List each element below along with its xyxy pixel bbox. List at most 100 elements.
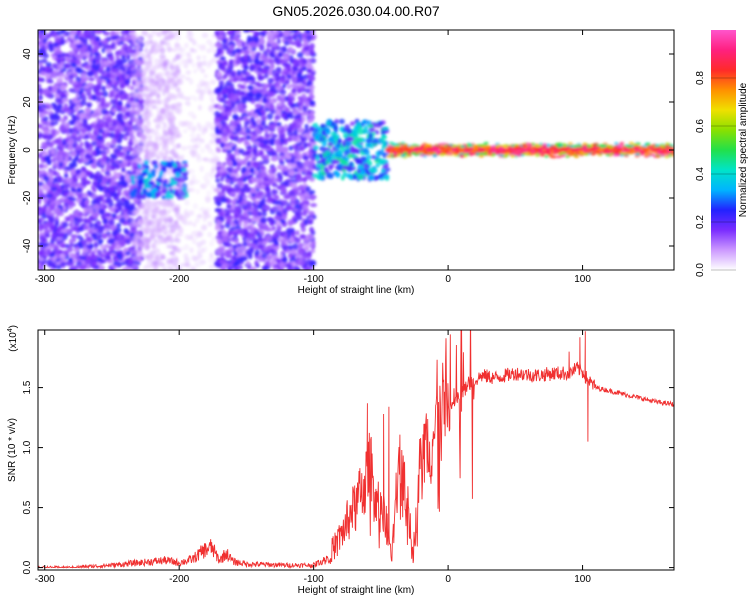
heatmap-cell <box>130 175 136 180</box>
heatmap-cell <box>190 128 195 134</box>
heatmap-cell <box>190 151 196 158</box>
heatmap-cell <box>275 204 282 211</box>
heatmap-cell <box>173 103 178 109</box>
heatmap-cell <box>222 38 228 44</box>
heatmap-cell <box>117 113 123 118</box>
heatmap-cell <box>297 88 302 94</box>
heatmap-cell <box>141 40 146 46</box>
heatmap-cell <box>293 110 299 116</box>
heatmap-cell <box>131 149 136 155</box>
heatmap-cell <box>60 184 65 190</box>
heatmap-cell <box>126 150 131 156</box>
heatmap-cell <box>84 30 89 36</box>
heatmap-cell <box>160 160 168 166</box>
heatmap-cell <box>142 60 149 66</box>
heatmap-cell <box>200 89 207 95</box>
heatmap-cell <box>202 157 209 162</box>
heatmap-cell <box>259 35 264 42</box>
heatmap-cell <box>249 85 254 91</box>
figure-title: GN05.2026.030.04.00.R07 <box>272 3 440 19</box>
heatmap-cell <box>119 95 126 100</box>
heatmap-cell <box>84 232 89 238</box>
heatmap-cell <box>145 237 152 242</box>
heatmap-cell <box>99 244 107 250</box>
heatmap-cell <box>134 118 140 124</box>
heatmap-cell <box>46 33 52 39</box>
heatmap-cell <box>186 30 193 35</box>
heatmap-cell <box>308 210 315 217</box>
heatmap-cell <box>51 69 59 74</box>
heatmap-cell <box>239 84 247 90</box>
heatmap-cell <box>256 52 262 56</box>
heatmap-cell <box>146 175 154 180</box>
heatmap-cell <box>84 107 92 114</box>
heatmap-cell <box>80 171 86 178</box>
heatmap-cell <box>204 85 211 91</box>
heatmap-cell <box>162 97 169 104</box>
heatmap-cell <box>135 124 142 130</box>
heatmap-cell <box>238 250 243 257</box>
heatmap-cell <box>122 58 128 64</box>
heatmap-cell <box>81 192 89 199</box>
heatmap-cell <box>130 31 137 37</box>
heatmap-cell <box>159 261 165 268</box>
heatmap-cell <box>90 262 96 268</box>
heatmap-cell <box>191 238 197 245</box>
heatmap-cell <box>88 222 94 229</box>
heatmap-cell <box>218 80 225 87</box>
heatmap-cell <box>185 51 191 57</box>
heatmap-cell <box>276 38 281 45</box>
heatmap-cell <box>131 59 138 66</box>
heatmap-cell <box>117 116 124 123</box>
heatmap-cell <box>38 265 43 270</box>
heatmap-cell <box>175 65 181 73</box>
heatmap-cell <box>104 103 110 108</box>
heatmap-cell <box>160 134 165 141</box>
heatmap-cell <box>246 97 253 102</box>
heatmap-cell <box>86 218 92 224</box>
heatmap-cell <box>49 204 56 211</box>
heatmap-cell <box>167 128 172 134</box>
heatmap-cell <box>103 185 108 191</box>
heatmap-cell <box>304 51 310 57</box>
heatmap-cell <box>167 208 172 213</box>
heatmap-cell <box>179 74 186 79</box>
heatmap-cell <box>169 60 174 67</box>
heatmap-cell <box>80 263 87 270</box>
heatmap-cell <box>101 47 106 54</box>
heatmap-cell <box>211 236 217 241</box>
heatmap-cell <box>210 126 216 131</box>
heatmap-cell <box>38 98 42 103</box>
heatmap-cell <box>48 216 53 223</box>
heatmap-cell <box>185 70 191 75</box>
heatmap-cell <box>206 39 213 45</box>
heatmap-cell <box>111 153 118 160</box>
heatmap-cell <box>280 113 287 118</box>
heatmap-cell <box>295 230 300 236</box>
heatmap-cell <box>92 150 97 156</box>
heatmap-cell <box>74 80 79 86</box>
heatmap-cell <box>160 47 166 54</box>
heatmap-cell <box>274 177 281 183</box>
heatmap-cell <box>207 231 213 238</box>
heatmap-cell <box>105 116 112 123</box>
heatmap-cell <box>157 235 162 241</box>
heatmap-cell <box>194 137 201 142</box>
heatmap-cell <box>84 208 89 215</box>
heatmap-cell <box>95 196 102 202</box>
heatmap-cell <box>86 263 91 270</box>
heatmap-cell <box>96 96 101 102</box>
heatmap-cell <box>63 183 70 188</box>
heatmap-cell <box>173 180 178 186</box>
heatmap-cell <box>137 174 145 179</box>
heatmap-cell <box>104 170 111 176</box>
heatmap-cell <box>184 199 190 206</box>
heatmap-cell <box>63 198 70 203</box>
heatmap-cell <box>136 220 143 225</box>
heatmap-cell <box>195 256 201 261</box>
heatmap-cell <box>96 234 101 241</box>
heatmap-cell <box>97 186 105 191</box>
heatmap-cell <box>97 230 104 235</box>
heatmap-cell <box>183 169 191 175</box>
heatmap-cell <box>50 148 57 155</box>
